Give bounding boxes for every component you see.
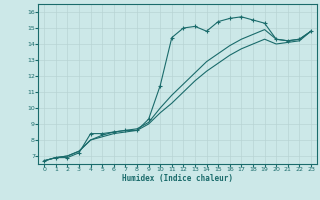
X-axis label: Humidex (Indice chaleur): Humidex (Indice chaleur) xyxy=(122,174,233,183)
